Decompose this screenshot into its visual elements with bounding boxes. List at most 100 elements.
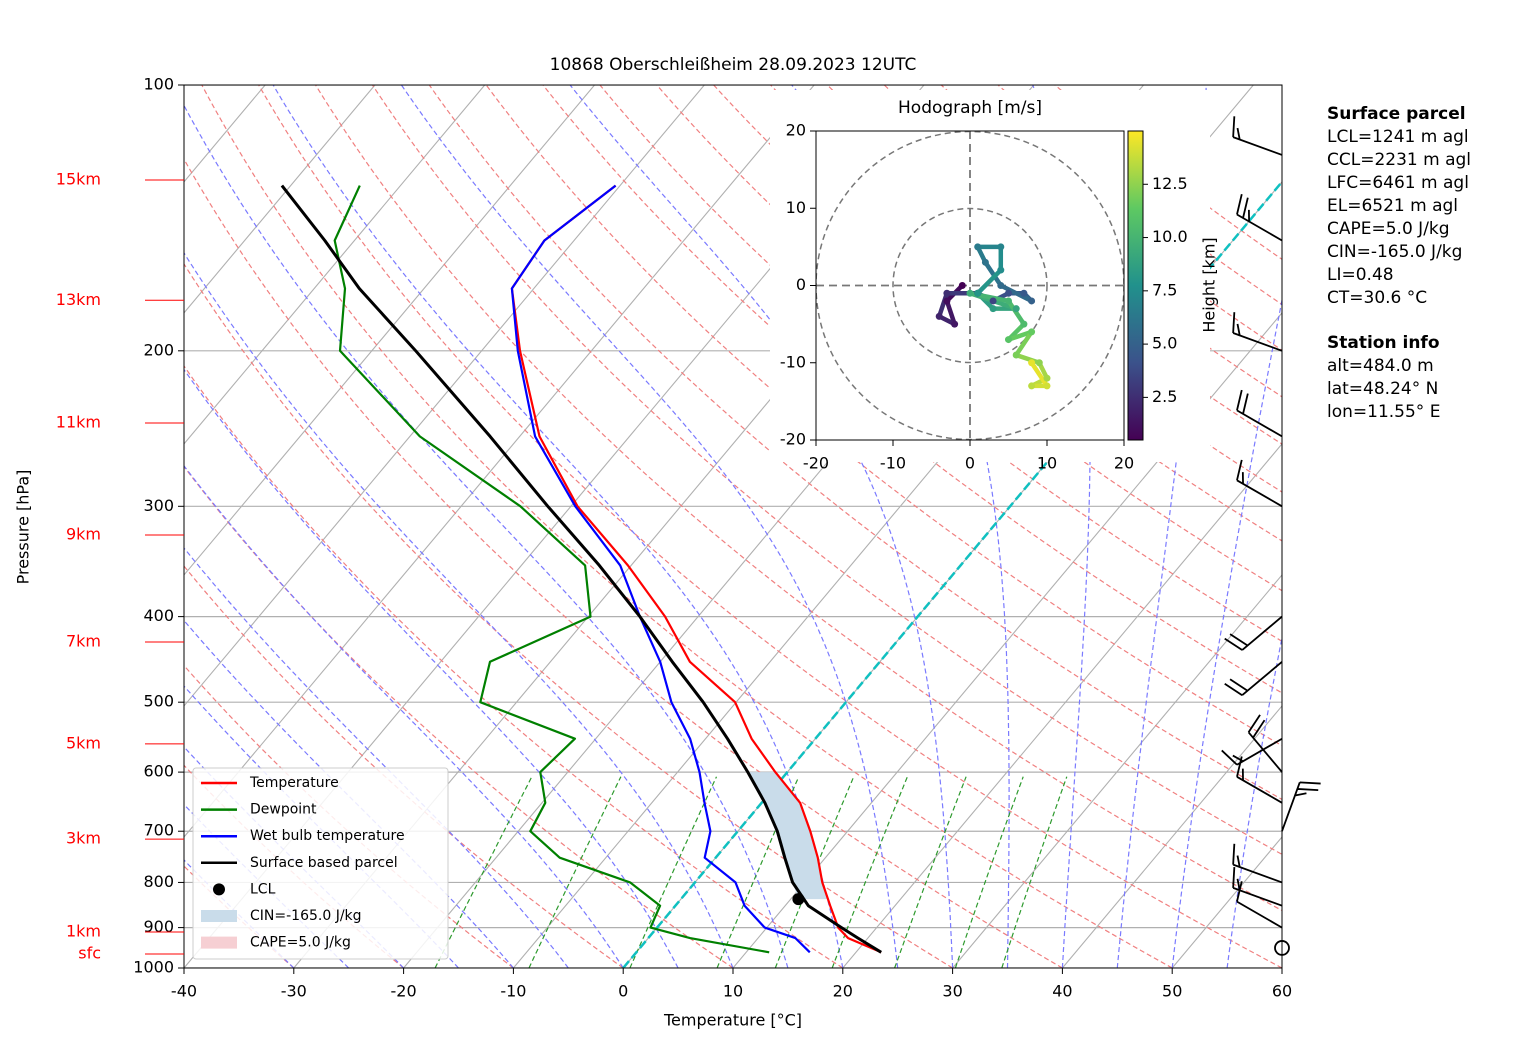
barb-shape — [1281, 781, 1321, 832]
legend-label: CIN=-165.0 J/kg — [250, 908, 362, 924]
mixing-ratio-line — [954, 776, 1024, 968]
x-tick-label: -10 — [880, 454, 906, 473]
barb-shape — [1247, 714, 1283, 773]
hodograph-point — [1012, 305, 1020, 313]
y-tick-label: -20 — [780, 430, 806, 449]
profile-line — [510, 184, 882, 954]
hodograph-point — [935, 312, 943, 320]
y-tick-label: 100 — [143, 75, 174, 94]
barb-shape — [1232, 866, 1283, 907]
y-axis-label: Pressure [hPa] — [14, 470, 33, 585]
x-tick-label: -20 — [803, 454, 829, 473]
legend-patch — [201, 910, 237, 922]
info-line: CCL=2231 m agl — [1327, 150, 1471, 170]
y-tick-label: 600 — [143, 762, 174, 781]
hodograph-point — [997, 282, 1005, 289]
moist-adiabat — [184, 251, 734, 968]
x-tick-label: 10 — [1037, 454, 1057, 473]
legend-label: Surface based parcel — [250, 855, 398, 871]
isotherm — [732, 312, 1282, 968]
profiles — [280, 184, 882, 954]
info-line: CT=30.6 °C — [1327, 288, 1427, 308]
isotherm — [184, 85, 376, 314]
mixing-ratio-line — [894, 776, 967, 968]
hodograph-segment — [1006, 329, 1034, 342]
wind-barb — [1236, 459, 1283, 508]
barb-shape — [1224, 661, 1283, 696]
wind-barb — [1247, 714, 1283, 773]
height-label: 1km — [66, 922, 101, 941]
moist-adiabat — [184, 104, 789, 968]
x-tick-label: 40 — [1052, 982, 1072, 1001]
info-heading: Surface parcel — [1327, 104, 1466, 124]
barb-shape — [1232, 312, 1283, 352]
y-tick-label: 20 — [786, 121, 806, 140]
x-tick-label: -30 — [281, 982, 307, 1001]
mixing-ratio-line — [716, 776, 800, 968]
calm-circle — [1274, 940, 1290, 956]
hodograph-point — [981, 258, 989, 266]
x-tick-label: 10 — [723, 982, 743, 1001]
wind-barb — [1236, 389, 1283, 438]
y-tick-label: 900 — [143, 917, 174, 936]
x-tick-label: 0 — [618, 982, 628, 1001]
wind-barb — [1224, 615, 1283, 651]
wind-barb — [1232, 116, 1283, 156]
height-label: 13km — [56, 290, 101, 309]
mixing-ratio-line — [831, 776, 908, 968]
y-tick-label: 1000 — [133, 958, 174, 977]
hodograph-point — [1020, 320, 1028, 328]
isotherm — [952, 574, 1282, 968]
moist-adiabat — [1116, 85, 1207, 968]
barb-shape — [1236, 193, 1283, 242]
info-line: CAPE=5.0 J/kg — [1327, 219, 1450, 239]
y-tick-label: 500 — [143, 692, 174, 711]
wind-barb — [1236, 193, 1283, 242]
isotherm — [184, 85, 705, 707]
mixing-ratio-line — [629, 776, 718, 968]
legend-label: Temperature — [249, 775, 339, 791]
hodograph-point — [958, 282, 966, 289]
moist-adiabat — [184, 368, 679, 968]
x-tick-label: 50 — [1162, 982, 1182, 1001]
moist-adiabat — [1171, 297, 1282, 968]
hodograph: Hodograph [m/s] -20 -10 0 10 20 -20 -10 0 10 20 2.5… — [770, 90, 1219, 473]
hodograph-point — [966, 289, 974, 297]
y-tick-label: 10 — [786, 198, 806, 217]
legend-box — [192, 767, 449, 960]
hodograph-segment — [1013, 329, 1034, 358]
moist-adiabat — [569, 85, 954, 968]
barb-shape — [1224, 615, 1283, 651]
legend-patch — [201, 936, 237, 949]
background-lines — [184, 85, 1282, 968]
mixing-ratio-line — [434, 776, 533, 968]
hodograph-segment — [1013, 352, 1042, 365]
hodograph-point — [997, 243, 1005, 251]
hodograph-point — [1005, 289, 1012, 297]
colorbar-label: Height [km] — [1200, 237, 1219, 332]
barb-shape — [1236, 881, 1283, 929]
hodograph-title: Hodograph [m/s] — [898, 98, 1042, 118]
y-tick-label: -10 — [780, 352, 806, 371]
isotherm — [1061, 705, 1282, 968]
y-tick-label: 400 — [143, 606, 174, 625]
x-tick-label: -20 — [391, 982, 417, 1001]
y-tick-label: 800 — [143, 872, 174, 891]
barb-shape — [1236, 389, 1283, 438]
isotherm — [184, 85, 595, 576]
height-label: 5km — [66, 733, 101, 752]
y-tick-label: 300 — [143, 496, 174, 515]
hodograph-background — [770, 90, 1210, 462]
hodograph-point — [951, 320, 959, 328]
y-tick-label: 0 — [796, 275, 806, 294]
dry-adiabat — [485, 85, 1282, 747]
isotherm — [842, 443, 1282, 968]
hodograph-point — [989, 297, 997, 305]
colorbar-tick-label: 2.5 — [1152, 387, 1177, 406]
height-label: 11km — [56, 412, 101, 431]
info-line: LFC=6461 m agl — [1327, 173, 1469, 193]
hodograph-point — [997, 266, 1005, 274]
hodograph-segment — [1029, 360, 1050, 389]
y-tick-label: 700 — [143, 821, 174, 840]
